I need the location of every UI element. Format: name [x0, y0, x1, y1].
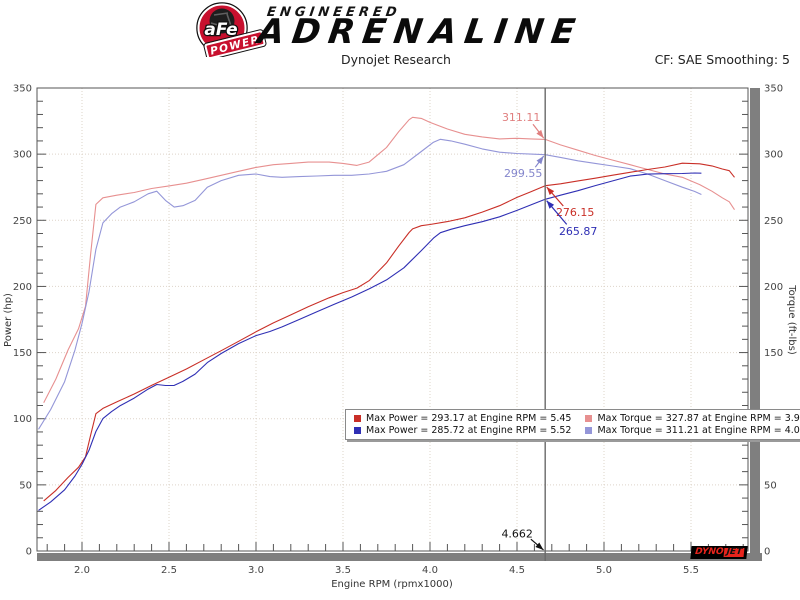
x-tick-label: 4.0: [422, 565, 438, 576]
x-tick-label: 3.0: [248, 565, 264, 576]
power-banner-outline: [203, 29, 267, 61]
dynojet-logo-dyno: DYNO: [694, 547, 725, 557]
annotation-arrowhead: [535, 542, 544, 550]
horizontal-scrollbar[interactable]: [37, 553, 762, 561]
vertical-scrollbar[interactable]: [750, 88, 760, 561]
x-axis-label: Engine RPM (rpmx1000): [331, 579, 453, 590]
y-left-tick-label: 0: [26, 547, 32, 558]
y-right-tick-label: 200: [764, 282, 783, 293]
y-left-tick-label: 350: [13, 84, 32, 95]
legend-label: Max Power = 293.17 at Engine RPM = 5.45: [366, 413, 572, 424]
correction-smoothing-setting: CF: SAE Smoothing: 5: [654, 52, 790, 67]
cursor-value-annotation: 276.15: [556, 206, 595, 219]
legend-item: Max Torque = 311.21 at Engine RPM = 4.06: [585, 425, 800, 436]
dynojet-logo: DYNO JET: [690, 546, 748, 559]
annotation-arrowhead: [546, 200, 555, 209]
y-right-tick-label: 0: [764, 547, 770, 558]
power-banner: [204, 30, 266, 60]
legend-label: Max Torque = 327.87 at Engine RPM = 3.90: [597, 413, 800, 424]
annotation-arrowhead: [536, 129, 544, 139]
y-right-tick-label: 350: [764, 84, 783, 95]
legend-label: Max Power = 285.72 at Engine RPM = 5.52: [366, 425, 572, 436]
afe-power-logo: aFe POWER: [181, 1, 267, 61]
legend-label: Max Torque = 311.21 at Engine RPM = 4.06: [597, 425, 800, 436]
y-left-tick-label: 300: [13, 150, 32, 161]
y-left-tick-label: 200: [13, 282, 32, 293]
legend-item: Max Power = 293.17 at Engine RPM = 5.45: [354, 413, 571, 424]
legend-swatch: [354, 427, 361, 434]
legend-swatch: [354, 415, 361, 422]
x-tick-label: 3.5: [335, 565, 351, 576]
shutter-blades-icon: [210, 12, 232, 28]
y-right-tick-label: 300: [764, 150, 783, 161]
x-tick-label: 5.5: [683, 565, 699, 576]
legend-item: Max Torque = 327.87 at Engine RPM = 3.90: [585, 413, 800, 424]
torque-curve-periwinkle: [38, 138, 702, 430]
y-left-axis-label: Power (hp): [3, 293, 14, 347]
y-right-tick-label: 50: [764, 480, 777, 491]
torque-curve-salmon: [43, 116, 735, 404]
brand-adrenaline-text: ADRENALINE: [255, 12, 586, 52]
legend-swatch: [585, 415, 593, 422]
power-curve-red: [43, 162, 735, 502]
annotation-arrowhead: [536, 156, 544, 165]
legend-swatch: [585, 427, 593, 434]
x-tick-label: 2.5: [161, 565, 177, 576]
plot-area[interactable]: [36, 87, 749, 552]
annotation-arrowhead: [546, 187, 555, 195]
x-tick-label: 5.0: [596, 565, 612, 576]
power-curve-blue: [38, 172, 702, 511]
y-left-tick-label: 150: [13, 348, 32, 359]
dynojet-logo-jet: JET: [724, 547, 745, 557]
x-tick-label: 2.0: [74, 565, 90, 576]
cursor-rpm-label: 4.662: [501, 528, 533, 541]
y-right-tick-label: 150: [764, 348, 783, 359]
y-right-axis-label: Torque (ft-lbs): [786, 284, 797, 355]
badge-afe-text: aFe: [204, 20, 237, 40]
y-left-tick-label: 250: [13, 216, 32, 227]
y-left-tick-label: 50: [19, 480, 32, 491]
cursor-value-annotation: 299.55: [504, 167, 543, 180]
y-left-tick-label: 100: [13, 414, 32, 425]
y-right-tick-label: 250: [764, 216, 783, 227]
cursor-value-annotation: 265.87: [559, 225, 598, 238]
chart-title: Dynojet Research: [341, 52, 451, 67]
legend-item: Max Power = 285.72 at Engine RPM = 5.52: [354, 425, 571, 436]
x-tick-label: 4.5: [509, 565, 525, 576]
legend[interactable]: Max Power = 293.17 at Engine RPM = 5.45 M…: [345, 409, 800, 440]
cursor-value-annotation: 311.11: [502, 111, 541, 124]
